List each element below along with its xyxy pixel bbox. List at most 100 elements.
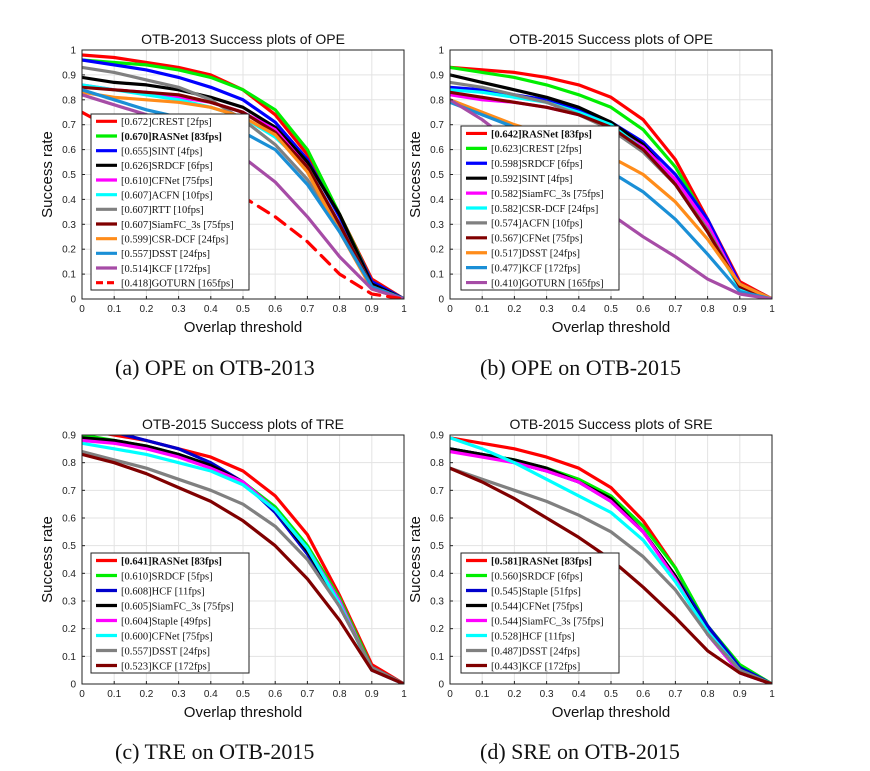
x-axis-label: Overlap threshold <box>552 704 670 721</box>
y-tick-label: 0.4 <box>430 569 444 580</box>
x-tick-label: 0.6 <box>636 304 650 315</box>
y-axis-label: Success rate <box>39 131 56 218</box>
y-tick-label: 0.4 <box>62 195 76 206</box>
x-tick-label: 0.5 <box>604 304 618 315</box>
legend-label-5: [0.600]CFNet [75fps] <box>121 631 213 642</box>
legend-label-9: [0.557]DSST [24fps] <box>121 249 210 260</box>
y-tick-label: 0.4 <box>62 569 76 580</box>
legend-label-1: [0.670]RASNet [83fps] <box>121 132 222 143</box>
legend-label-1: [0.623]CREST [2fps] <box>491 144 582 155</box>
legend-label-4: [0.582]SiamFC_3s [75fps] <box>491 189 604 200</box>
y-tick-label: 0.5 <box>62 170 76 181</box>
legend-label-7: [0.443]KCF [172fps] <box>491 661 580 672</box>
y-tick-label: 0.2 <box>62 624 76 635</box>
y-tick-label: 0.6 <box>430 145 444 156</box>
chart-panel-3: 0 0.1 0.2 0.3 0.4 0.5 0.6 0.7 0.8 0.9 1 0 0.1 0.2 0.3 0… <box>407 416 775 721</box>
x-tick-label: 0.5 <box>604 689 618 700</box>
x-tick-label: 0.1 <box>107 689 121 700</box>
x-tick-label: 0.6 <box>268 304 282 315</box>
x-tick-label: 0.2 <box>507 304 521 315</box>
y-tick-label: 0.3 <box>62 220 76 231</box>
x-axis-label: Overlap threshold <box>184 319 302 336</box>
y-tick-label: 0.1 <box>430 652 444 663</box>
x-tick-label: 0.9 <box>365 689 379 700</box>
y-tick-label: 0.6 <box>62 145 76 156</box>
x-tick-label: 0.1 <box>475 304 489 315</box>
x-tick-label: 0.8 <box>333 304 347 315</box>
x-axis-label: Overlap threshold <box>552 319 670 336</box>
y-tick-label: 0.9 <box>430 70 444 81</box>
y-tick-label: 0.9 <box>62 70 76 81</box>
x-tick-label: 1 <box>401 689 407 700</box>
legend-box <box>460 125 620 291</box>
caption-d: (d) SRE on OTB-2015 <box>480 739 680 764</box>
x-tick-label: 0.8 <box>333 689 347 700</box>
y-tick-label: 0.2 <box>430 624 444 635</box>
x-tick-label: 0.9 <box>733 689 747 700</box>
caption-a: (a) OPE on OTB-2013 <box>115 355 315 380</box>
y-tick-label: 0.3 <box>430 220 444 231</box>
legend-label-3: [0.544]CFNet [75fps] <box>491 601 583 612</box>
x-tick-label: 0.8 <box>701 304 715 315</box>
legend-label-8: [0.599]CSR-DCF [24fps] <box>121 234 228 245</box>
legend-label-0: [0.642]RASNet [83fps] <box>491 129 592 140</box>
legend-label-5: [0.607]ACFN [10fps] <box>121 190 213 201</box>
legend-label-4: [0.610]CFNet [75fps] <box>121 176 213 187</box>
y-tick-label: 0 <box>70 295 76 306</box>
y-tick-label: 0 <box>438 295 444 306</box>
y-tick-label: 0.5 <box>430 170 444 181</box>
x-tick-label: 0.7 <box>668 304 682 315</box>
y-tick-label: 0.9 <box>430 431 444 442</box>
y-tick-label: 0.6 <box>430 514 444 525</box>
legend: [0.642]RASNet [83fps] [0.623]CREST [2fps]… <box>460 125 620 291</box>
legend-label-2: [0.655]SINT [4fps] <box>121 146 202 157</box>
series-line-3 <box>82 75 404 299</box>
x-tick-label: 0.4 <box>204 304 218 315</box>
x-tick-label: 0 <box>79 689 85 700</box>
chart-title: OTB-2015 Success plots of TRE <box>142 416 344 432</box>
legend-label-8: [0.517]DSST [24fps] <box>491 249 580 260</box>
y-axis-label: Success rate <box>39 516 56 603</box>
legend-label-11: [0.418]GOTURN [165fps] <box>121 278 234 289</box>
y-tick-label: 0.5 <box>430 541 444 552</box>
y-tick-label: 0.7 <box>430 120 444 131</box>
x-axis-label: Overlap threshold <box>184 704 302 721</box>
x-tick-label: 1 <box>769 689 775 700</box>
legend-label-2: [0.545]Staple [51fps] <box>491 586 581 597</box>
chart-title: OTB-2013 Success plots of OPE <box>141 31 345 47</box>
x-tick-label: 0.2 <box>139 304 153 315</box>
legend-label-4: [0.604]Staple [49fps] <box>121 616 211 627</box>
legend-label-7: [0.607]SiamFC_3s [75fps] <box>121 220 234 231</box>
x-tick-label: 0 <box>447 689 453 700</box>
chart-panel-0: 0 0.1 0.2 0.3 0.4 0.5 0.6 0.7 0.8 0.9 1 0 0.1 0.2 0.3 0… <box>39 31 407 336</box>
chart-title: OTB-2015 Success plots of OPE <box>509 31 713 47</box>
x-tick-label: 0 <box>447 304 453 315</box>
legend-label-7: [0.523]KCF [172fps] <box>121 661 210 672</box>
x-tick-label: 0.3 <box>540 689 554 700</box>
legend-label-0: [0.672]CREST [2fps] <box>121 117 212 128</box>
legend-box <box>90 552 250 674</box>
y-tick-label: 0 <box>70 680 76 691</box>
legend-label-2: [0.608]HCF [11fps] <box>121 586 205 597</box>
y-axis-label: Success rate <box>407 516 424 603</box>
legend-label-6: [0.574]ACFN [10fps] <box>491 219 583 230</box>
legend: [0.641]RASNet [83fps] [0.610]SRDCF [5fps]… <box>90 552 250 674</box>
x-tick-label: 0.2 <box>507 689 521 700</box>
y-tick-label: 0 <box>438 680 444 691</box>
y-tick-label: 0.3 <box>430 597 444 608</box>
x-tick-label: 1 <box>401 304 407 315</box>
y-tick-label: 0.1 <box>62 652 76 663</box>
legend-label-3: [0.626]SRDCF [6fps] <box>121 161 213 172</box>
legend-label-9: [0.477]KCF [172fps] <box>491 263 580 274</box>
legend-label-0: [0.581]RASNet [83fps] <box>491 556 592 567</box>
series-line-7 <box>82 452 404 684</box>
legend-label-5: [0.582]CSR-DCF [24fps] <box>491 204 598 215</box>
y-tick-label: 0.8 <box>62 458 76 469</box>
x-tick-label: 0.7 <box>668 689 682 700</box>
legend-label-3: [0.592]SINT [4fps] <box>491 174 572 185</box>
legend-box <box>90 113 250 291</box>
y-axis-label: Success rate <box>407 131 424 218</box>
y-tick-label: 0.8 <box>62 95 76 106</box>
y-tick-label: 0.8 <box>430 458 444 469</box>
